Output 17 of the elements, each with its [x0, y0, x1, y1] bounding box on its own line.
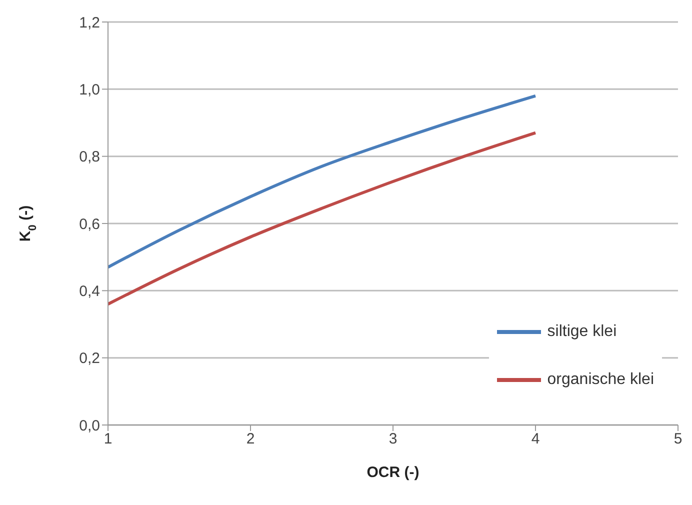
legend-label: siltige klei: [547, 323, 617, 341]
y-tick-label: 0,6: [79, 216, 100, 233]
x-tick-label: 5: [674, 430, 682, 448]
line-series: [108, 94, 537, 269]
x-tick-label: 3: [388, 430, 398, 448]
y-tick-label: 0,8: [79, 148, 100, 166]
line-series: [108, 131, 537, 306]
y-tick-label: 0,4: [79, 282, 100, 300]
y-tick-label: 0,2: [79, 350, 100, 368]
x-tick-label: 2: [246, 430, 255, 448]
x-axis-title: OCR (-): [366, 464, 420, 481]
y-tick-label: 1,2: [79, 14, 100, 32]
x-tick-label: 4: [531, 430, 540, 448]
legend-label: organische klei: [547, 371, 654, 389]
y-tick-label: 1,0: [79, 81, 100, 98]
x-tick-label: 1: [104, 430, 112, 448]
y-tick-label: 0,0: [79, 417, 100, 434]
